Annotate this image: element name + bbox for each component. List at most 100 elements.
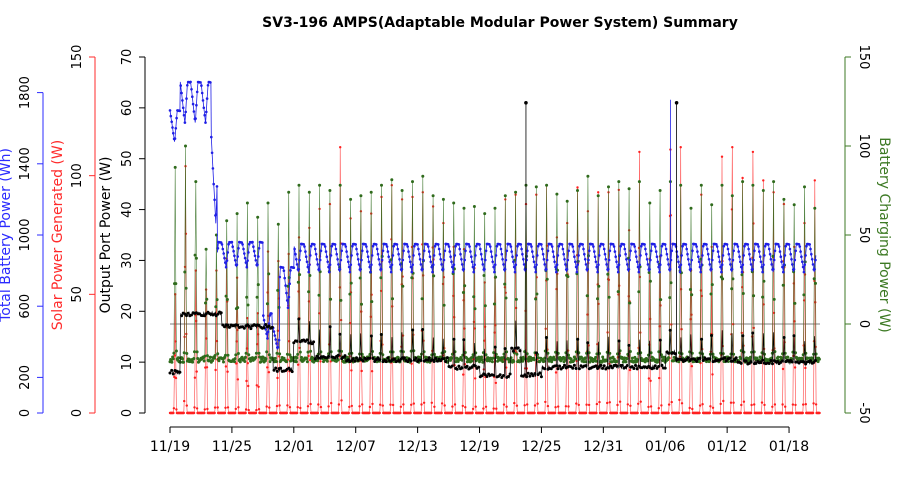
data-point-battery [416, 243, 419, 246]
data-point-solar [597, 302, 600, 306]
data-point-battery [484, 249, 488, 253]
data-point-solar [265, 405, 268, 408]
data-point-battery [446, 243, 450, 246]
data-point-charging [204, 247, 208, 251]
data-point-battery [778, 250, 782, 253]
data-point-battery [412, 254, 415, 257]
data-point-solar [606, 401, 609, 405]
data-point-charging [772, 297, 776, 301]
data-point-solar [677, 411, 681, 415]
data-point-solar [719, 402, 722, 406]
data-point-battery [731, 258, 735, 262]
data-point-charging [461, 353, 465, 357]
data-point-output [180, 314, 184, 318]
data-point-battery [460, 258, 463, 261]
data-point-battery [315, 258, 319, 261]
data-point-solar [234, 407, 237, 411]
data-point-battery [659, 254, 663, 257]
data-point-charging [287, 190, 291, 194]
data-point-battery [493, 270, 496, 274]
data-point-charging [679, 183, 683, 187]
data-point-solar [203, 408, 206, 411]
charging-axis-tick-label: 0 [856, 320, 871, 328]
data-point-charging [680, 352, 684, 356]
data-point-charging [244, 351, 248, 355]
data-point-charging [690, 293, 694, 297]
data-point-charging [729, 352, 733, 356]
data-point-battery [574, 265, 578, 269]
data-point-battery [570, 243, 574, 246]
data-point-charging [170, 360, 174, 364]
data-point-battery [191, 95, 194, 98]
data-point-solar [388, 411, 392, 415]
data-point-output [549, 367, 553, 371]
data-point-battery [316, 263, 320, 266]
data-point-battery [685, 247, 688, 251]
data-point-battery [442, 258, 446, 262]
data-point-battery [575, 270, 579, 274]
data-point-solar [781, 367, 785, 371]
data-point-charging [606, 272, 610, 276]
data-point-solar [639, 400, 642, 403]
data-point-battery [480, 258, 484, 261]
data-point-battery [294, 252, 297, 256]
data-point-battery [541, 247, 544, 251]
data-point-battery [200, 91, 204, 95]
data-point-battery [314, 247, 317, 251]
data-point-battery [635, 260, 639, 264]
data-point-solar [350, 369, 353, 372]
data-point-solar [628, 368, 632, 372]
data-point-battery [481, 263, 485, 266]
data-point-charging [549, 355, 552, 359]
data-point-battery [792, 268, 796, 271]
data-point-battery [626, 263, 629, 266]
data-point-output [526, 371, 530, 375]
data-point-charging [191, 360, 195, 364]
data-point-charging [298, 350, 302, 354]
data-point-charging [267, 272, 271, 276]
data-point-charging [545, 183, 549, 187]
data-point-charging [473, 307, 477, 311]
data-point-battery [728, 258, 731, 261]
data-point-battery [304, 250, 307, 253]
data-point-charging [804, 351, 808, 355]
data-point-battery [439, 258, 443, 261]
data-point-battery [413, 244, 416, 248]
data-point-charging [607, 295, 611, 299]
data-point-battery [511, 255, 514, 258]
data-point-solar [802, 403, 805, 406]
data-point-charging [532, 358, 536, 362]
data-point-battery [344, 245, 348, 248]
data-point-solar [450, 411, 454, 415]
data-point-charging [233, 360, 236, 364]
data-point-battery [470, 260, 474, 264]
data-point-solar [183, 399, 186, 403]
data-point-battery [285, 299, 289, 302]
data-point-charging [721, 277, 725, 281]
data-point-charging [360, 302, 363, 306]
data-point-output [658, 338, 662, 342]
data-point-solar [433, 405, 436, 408]
data-point-battery [690, 258, 693, 262]
data-point-battery [678, 270, 682, 274]
data-point-battery [536, 244, 540, 248]
data-point-battery [205, 110, 208, 114]
data-point-charging [492, 302, 496, 306]
data-point-solar [236, 378, 240, 381]
data-point-output [190, 313, 193, 317]
data-point-battery [330, 244, 334, 248]
data-point-battery [632, 243, 636, 246]
data-point-charging [410, 276, 414, 280]
data-point-solar [791, 411, 794, 415]
data-point-solar [173, 375, 176, 379]
data-point-charging [594, 355, 598, 359]
data-point-battery [645, 258, 649, 261]
data-point-charging [708, 352, 712, 356]
data-point-battery [493, 263, 497, 267]
data-point-charging [267, 353, 271, 357]
data-point-battery [464, 249, 467, 253]
data-point-charging [238, 360, 242, 364]
data-point-charging [235, 212, 239, 216]
data-point-battery [351, 244, 354, 248]
data-point-battery [265, 332, 268, 336]
